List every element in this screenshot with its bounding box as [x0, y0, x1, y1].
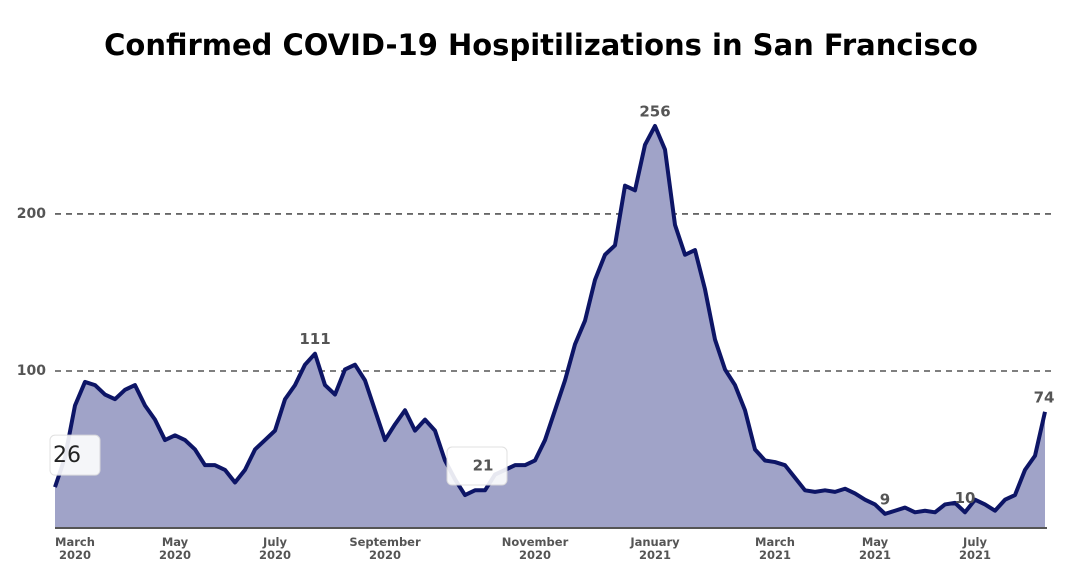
data-label: 9: [880, 490, 890, 508]
y-tick-label: 200: [17, 206, 46, 222]
data-label: 74: [1034, 388, 1055, 406]
x-tick-label: March 2021: [755, 535, 795, 562]
data-label: 111: [299, 330, 330, 348]
x-tick-label: July 2021: [958, 535, 991, 562]
data-label: 10: [955, 489, 976, 507]
x-tick-label: March 2020: [55, 535, 95, 562]
tooltip-box: [446, 446, 508, 486]
chart-title: Confirmed COVID-19 Hospitilizations in S…: [104, 28, 978, 62]
x-tick-label: January 2021: [630, 535, 680, 562]
data-label: 21: [473, 457, 494, 475]
y-tick-label: 100: [17, 363, 46, 379]
data-label: 26: [53, 443, 81, 468]
x-tick-label: July 2020: [258, 535, 291, 562]
area: [55, 125, 1045, 529]
x-tick-label: November 2020: [501, 535, 569, 562]
line: [53, 123, 1047, 516]
tooltip-box: [49, 434, 101, 476]
tooltip: 21: [446, 446, 508, 486]
x-tick-label: September 2020: [349, 535, 421, 562]
tooltip: 26: [49, 434, 101, 476]
data-label: 256: [639, 102, 670, 120]
x-tick-label: May 2021: [858, 535, 891, 562]
x-tick-label: May 2020: [158, 535, 191, 562]
